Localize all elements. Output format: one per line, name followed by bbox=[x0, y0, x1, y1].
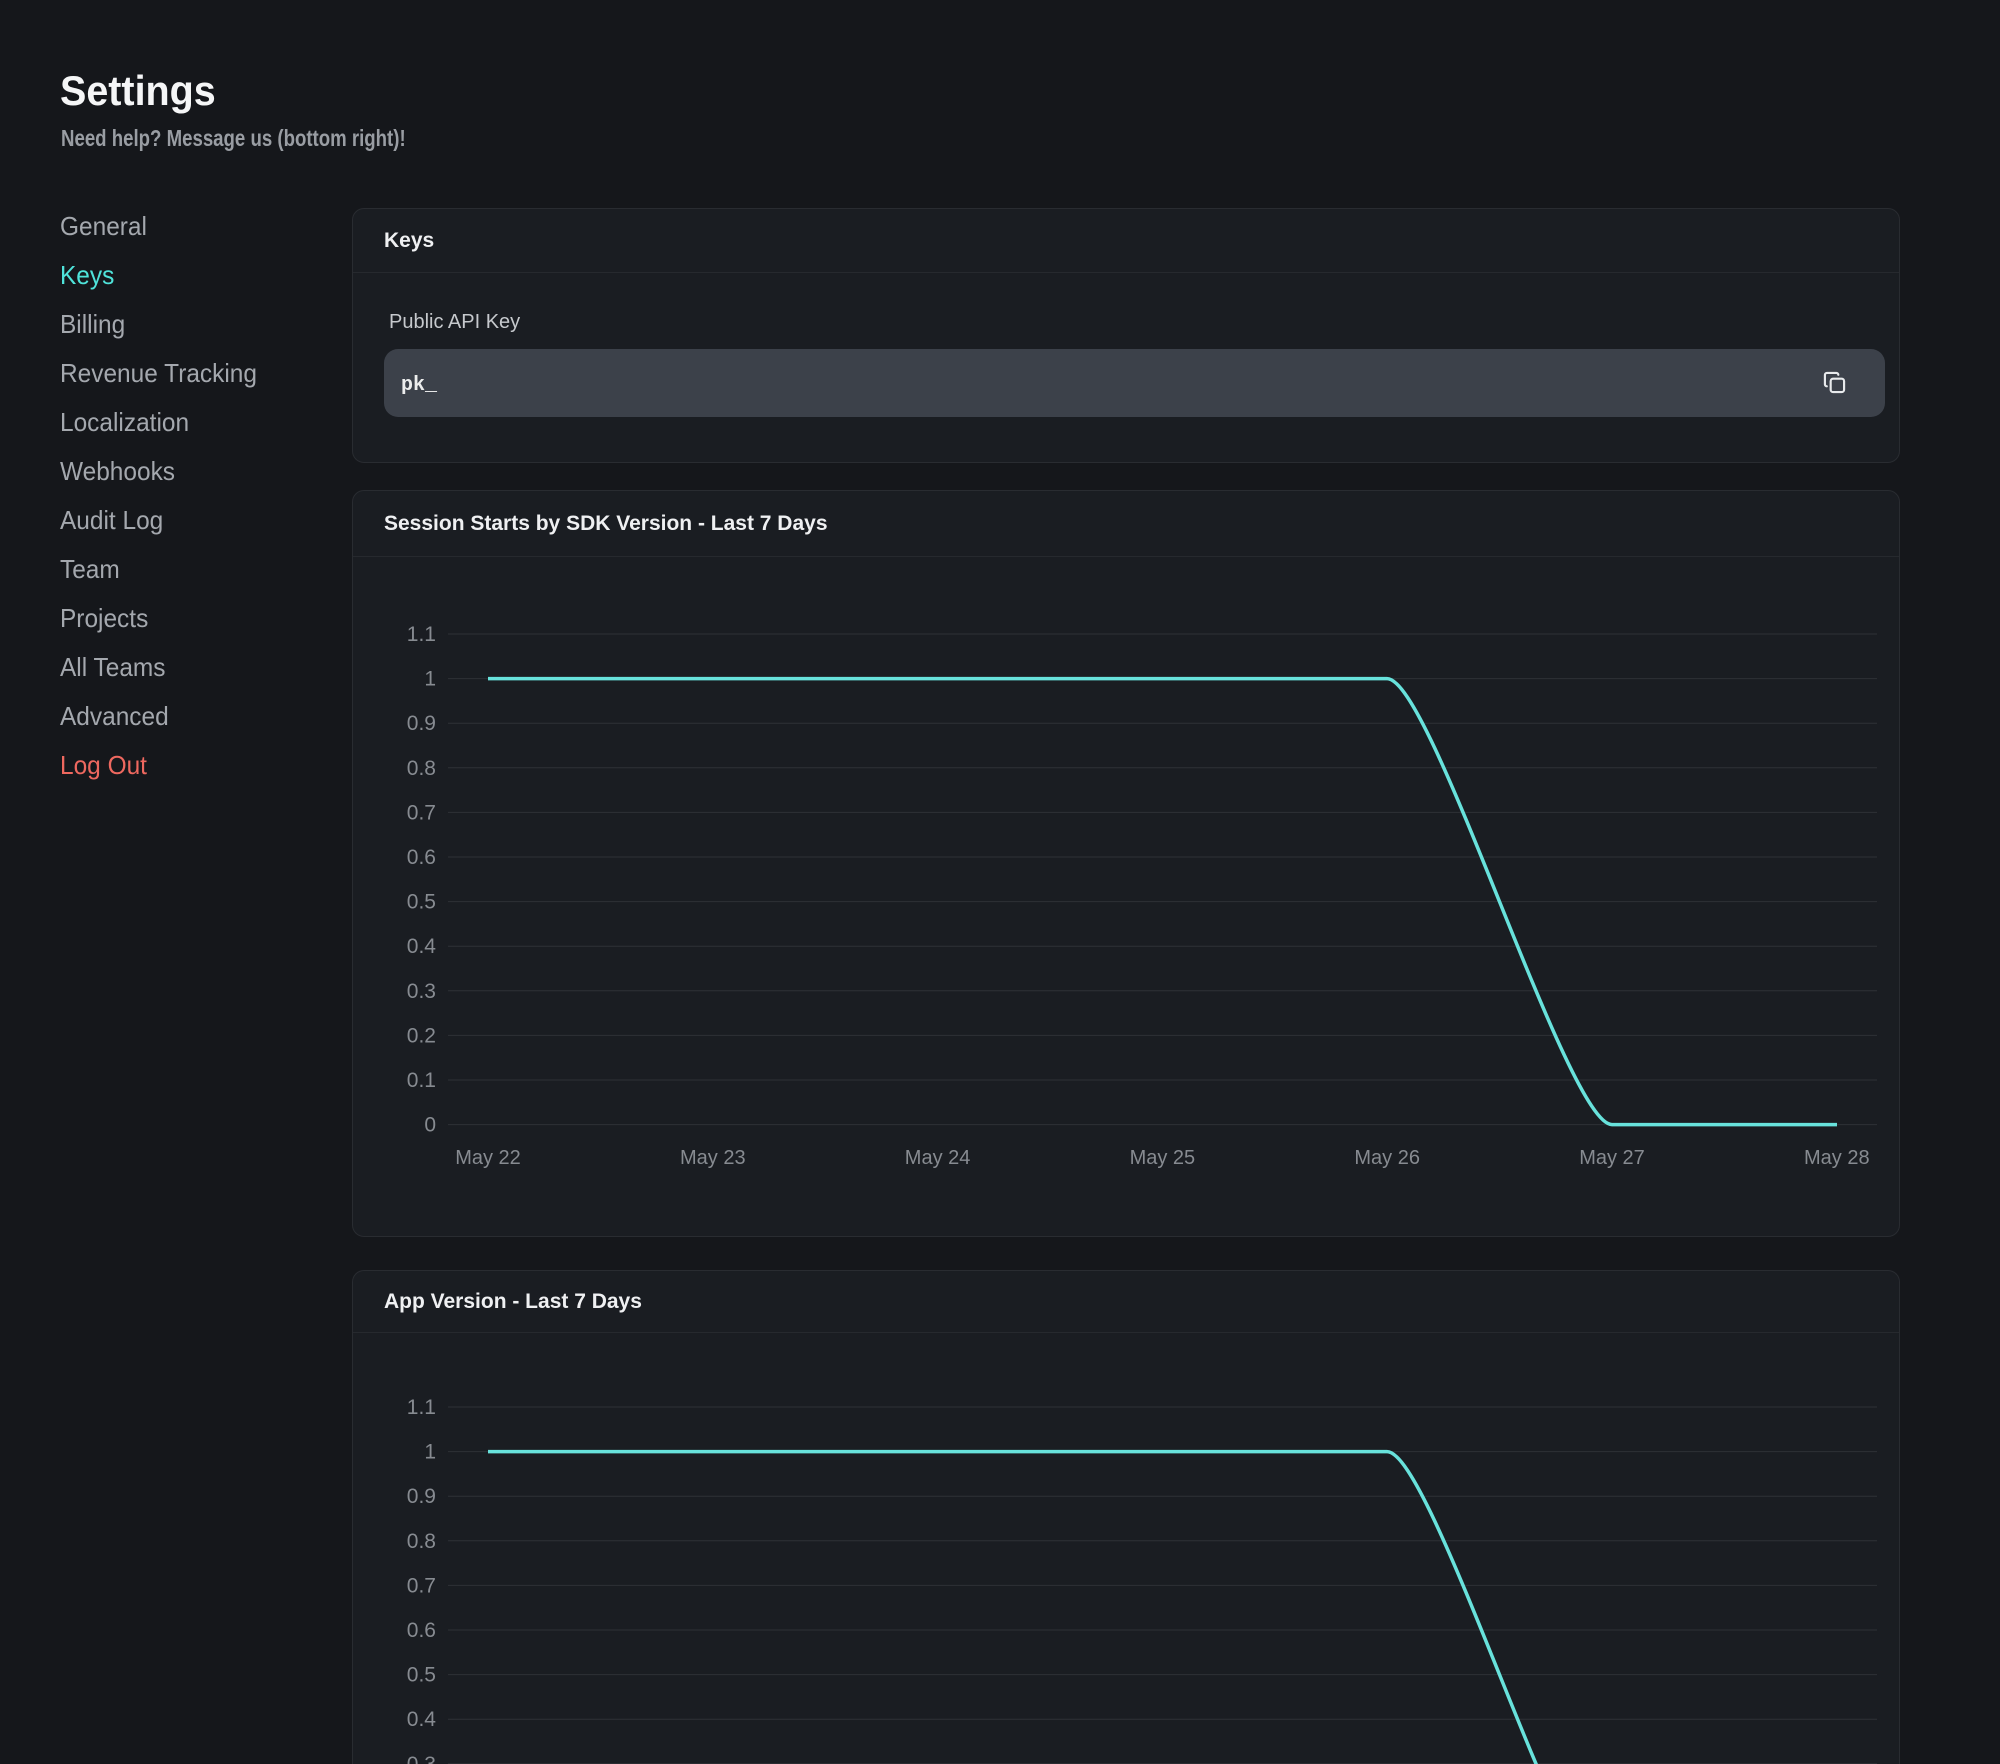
svg-text:0.7: 0.7 bbox=[407, 1574, 436, 1597]
svg-text:0.2: 0.2 bbox=[407, 1024, 436, 1047]
svg-text:0.9: 0.9 bbox=[407, 1485, 436, 1508]
svg-text:1.1: 1.1 bbox=[407, 623, 436, 646]
svg-text:1: 1 bbox=[424, 1441, 436, 1464]
svg-text:0.1: 0.1 bbox=[407, 1069, 436, 1092]
svg-text:May 27: May 27 bbox=[1579, 1147, 1645, 1169]
svg-text:1.1: 1.1 bbox=[407, 1396, 436, 1419]
svg-text:May 23: May 23 bbox=[680, 1147, 746, 1169]
svg-text:1: 1 bbox=[424, 668, 436, 691]
svg-text:May 26: May 26 bbox=[1354, 1147, 1420, 1169]
svg-text:0.8: 0.8 bbox=[407, 1530, 436, 1553]
svg-text:0.5: 0.5 bbox=[407, 1664, 436, 1687]
svg-text:0.6: 0.6 bbox=[407, 1619, 436, 1642]
svg-text:May 24: May 24 bbox=[905, 1147, 971, 1169]
svg-text:0.3: 0.3 bbox=[407, 980, 436, 1003]
svg-text:May 22: May 22 bbox=[455, 1147, 521, 1169]
svg-text:0.8: 0.8 bbox=[407, 757, 436, 780]
svg-text:0.4: 0.4 bbox=[407, 1708, 437, 1731]
svg-text:0.5: 0.5 bbox=[407, 891, 436, 914]
svg-text:0.3: 0.3 bbox=[407, 1753, 436, 1764]
svg-text:0.9: 0.9 bbox=[407, 712, 436, 735]
svg-text:0.7: 0.7 bbox=[407, 801, 436, 824]
svg-text:May 28: May 28 bbox=[1804, 1147, 1870, 1169]
svg-text:May 25: May 25 bbox=[1130, 1147, 1196, 1169]
svg-text:0: 0 bbox=[424, 1114, 436, 1137]
svg-text:0.6: 0.6 bbox=[407, 846, 436, 869]
svg-text:0.4: 0.4 bbox=[407, 935, 437, 958]
